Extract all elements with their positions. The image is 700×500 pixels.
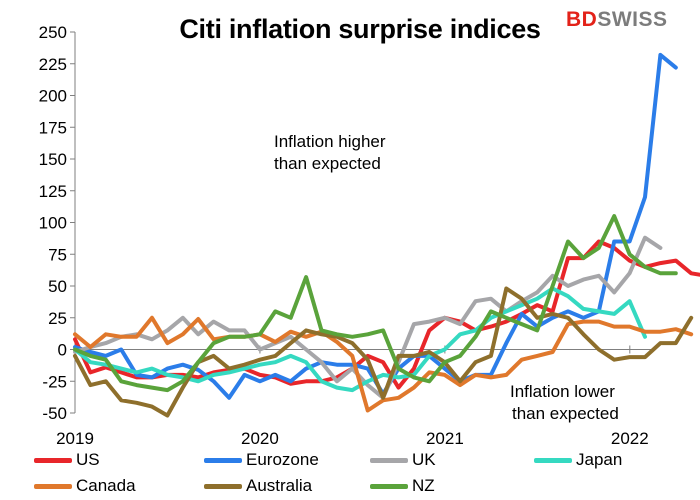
legend-swatch-japan	[534, 457, 572, 463]
y-tick-label--25: -25	[42, 372, 67, 391]
legend-item-uk: UK	[370, 450, 436, 470]
legend-item-australia: Australia	[204, 476, 312, 496]
annotation-lower-line2: than expected	[512, 404, 619, 423]
series-line-uk	[73, 235, 663, 400]
y-tick-label-150: 150	[39, 150, 67, 169]
legend-label-us: US	[76, 450, 100, 469]
x-tick-label-2021: 2021	[426, 429, 464, 448]
y-tick-label--50: -50	[42, 404, 67, 423]
legend-swatch-eurozone	[204, 457, 242, 463]
legend-label-australia: Australia	[246, 476, 313, 495]
legend-item-us: US	[34, 450, 100, 470]
series-line-australia	[73, 286, 694, 418]
annotation-inflation-higher: Inflation higher than expected	[274, 131, 386, 175]
y-tick-label-50: 50	[48, 277, 67, 296]
y-tick-label-175: 175	[39, 118, 67, 137]
y-tick-label-225: 225	[39, 55, 67, 74]
legend-item-japan: Japan	[534, 450, 622, 470]
legend-item-canada: Canada	[34, 476, 136, 496]
chart-series-lines	[73, 52, 700, 418]
brand-logo: BDSWISS	[566, 8, 668, 32]
y-tick-label-125: 125	[39, 182, 67, 201]
y-tick-label-25: 25	[48, 309, 67, 328]
y-tick-label-0: 0	[58, 341, 67, 360]
legend-label-canada: Canada	[76, 476, 136, 495]
legend-label-eurozone: Eurozone	[246, 450, 319, 469]
logo-swiss-text: SWISS	[597, 8, 668, 31]
legend-swatch-australia	[204, 483, 242, 489]
legend-label-uk: UK	[412, 450, 436, 469]
y-tick-label-200: 200	[39, 87, 67, 106]
annotation-higher-line1: Inflation higher	[274, 132, 386, 151]
annotation-inflation-lower: Inflation lower than expected	[510, 381, 619, 425]
x-tick-label-2020: 2020	[241, 429, 279, 448]
legend-swatch-canada	[34, 483, 72, 489]
chart-axes: -50 -25 0 25 50 75 100 125 150 175 200 225 250 2019 20…	[39, 23, 652, 448]
annotation-higher-line2: than expected	[274, 154, 381, 173]
y-tick-label-75: 75	[48, 245, 67, 264]
annotation-lower-line1: Inflation lower	[510, 382, 615, 401]
legend-swatch-uk	[370, 457, 408, 463]
x-tick-label-2022: 2022	[611, 429, 649, 448]
series-line-eurozone	[73, 52, 678, 400]
series-line-nz	[73, 214, 678, 393]
legend-item-nz: NZ	[370, 476, 435, 496]
series-line-canada	[73, 315, 694, 413]
logo-bd-text: BD	[566, 8, 598, 31]
legend-item-eurozone: Eurozone	[204, 450, 319, 470]
y-tick-label-250: 250	[39, 23, 67, 42]
y-tick-label-100: 100	[39, 214, 67, 233]
chart-title: Citi inflation surprise indices	[179, 14, 541, 44]
legend-swatch-us	[34, 457, 72, 463]
legend-label-japan: Japan	[576, 450, 623, 469]
x-tick-label-2019: 2019	[56, 429, 94, 448]
legend-label-nz: NZ	[412, 476, 435, 495]
chart-legend: US Eurozone UK Japan Canada Australia NZ	[0, 450, 700, 500]
legend-swatch-nz	[370, 483, 408, 489]
